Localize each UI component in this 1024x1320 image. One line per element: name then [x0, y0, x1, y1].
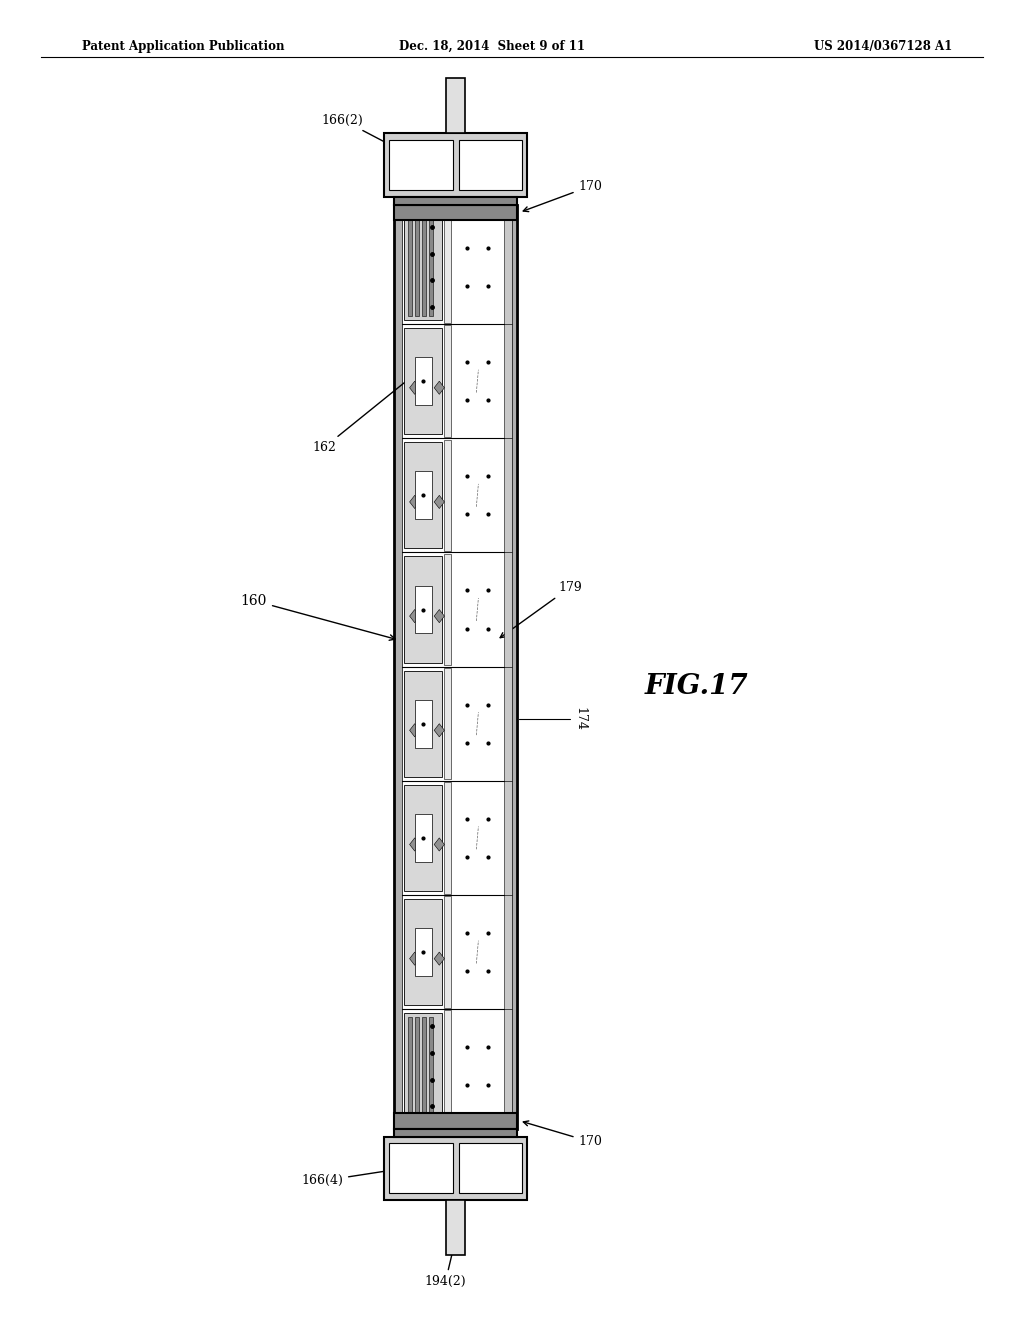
Text: 166(4): 166(4)	[301, 1167, 400, 1188]
Bar	[422, 1018, 426, 1115]
Polygon shape	[410, 610, 420, 623]
Text: 166(2): 166(2)	[322, 114, 400, 150]
Bar	[504, 1010, 512, 1123]
Polygon shape	[422, 838, 432, 851]
Bar	[415, 928, 432, 975]
Bar	[394, 205, 517, 220]
Polygon shape	[410, 381, 420, 395]
Polygon shape	[422, 495, 432, 508]
Bar	[408, 218, 412, 317]
Bar	[504, 325, 512, 438]
Bar	[404, 557, 442, 663]
Text: 174: 174	[573, 708, 587, 731]
Bar	[444, 668, 451, 779]
Bar	[389, 140, 453, 190]
Bar	[444, 440, 451, 552]
Bar	[444, 896, 451, 1008]
Bar	[504, 210, 512, 325]
Bar	[504, 667, 512, 781]
Bar	[429, 218, 433, 317]
Text: Patent Application Publication: Patent Application Publication	[82, 40, 285, 53]
Bar	[402, 210, 512, 1123]
Bar	[404, 214, 442, 321]
Polygon shape	[434, 381, 444, 395]
Bar	[415, 218, 419, 317]
Bar	[444, 554, 451, 665]
Bar	[459, 140, 522, 190]
Bar	[404, 442, 442, 549]
Polygon shape	[410, 723, 420, 737]
Bar	[415, 471, 432, 519]
Bar	[415, 358, 432, 405]
Bar	[415, 1018, 419, 1115]
Polygon shape	[422, 610, 432, 623]
Bar	[444, 1011, 451, 1122]
Polygon shape	[434, 610, 444, 623]
Bar	[504, 552, 512, 667]
Bar	[504, 895, 512, 1010]
Bar	[404, 784, 442, 891]
Bar	[446, 78, 465, 133]
Bar	[389, 1143, 453, 1193]
Bar	[394, 1129, 517, 1137]
Text: 162: 162	[312, 378, 412, 454]
Bar	[415, 586, 432, 634]
Text: Dec. 18, 2014  Sheet 9 of 11: Dec. 18, 2014 Sheet 9 of 11	[398, 40, 585, 53]
Bar	[404, 1014, 442, 1119]
Polygon shape	[410, 952, 420, 965]
Bar	[408, 1018, 412, 1115]
Bar	[404, 899, 442, 1006]
Bar	[384, 1137, 527, 1200]
Polygon shape	[434, 952, 444, 965]
Bar	[404, 671, 442, 776]
Bar	[415, 700, 432, 747]
Bar	[394, 197, 517, 205]
Bar	[504, 780, 512, 895]
Bar	[444, 211, 451, 323]
Text: 160: 160	[241, 594, 395, 640]
Bar	[404, 329, 442, 434]
Bar	[384, 133, 527, 197]
Bar	[446, 1200, 465, 1255]
Polygon shape	[422, 952, 432, 965]
Text: 170: 170	[523, 180, 602, 211]
Polygon shape	[422, 723, 432, 737]
Bar	[444, 781, 451, 894]
Text: 170: 170	[523, 1121, 602, 1148]
Polygon shape	[434, 723, 444, 737]
Bar	[429, 1018, 433, 1115]
Text: 179: 179	[500, 581, 582, 638]
Bar	[504, 438, 512, 552]
Text: 194(2): 194(2)	[425, 1243, 466, 1288]
Bar	[459, 1143, 522, 1193]
Bar	[394, 1113, 517, 1129]
Bar	[444, 326, 451, 437]
Polygon shape	[434, 838, 444, 851]
Polygon shape	[422, 381, 432, 395]
Polygon shape	[410, 495, 420, 508]
Bar	[422, 218, 426, 317]
Bar	[415, 814, 432, 862]
Polygon shape	[410, 838, 420, 851]
Bar	[394, 205, 517, 1129]
Text: FIG.17: FIG.17	[645, 673, 749, 700]
Polygon shape	[434, 495, 444, 508]
Text: US 2014/0367128 A1: US 2014/0367128 A1	[814, 40, 952, 53]
